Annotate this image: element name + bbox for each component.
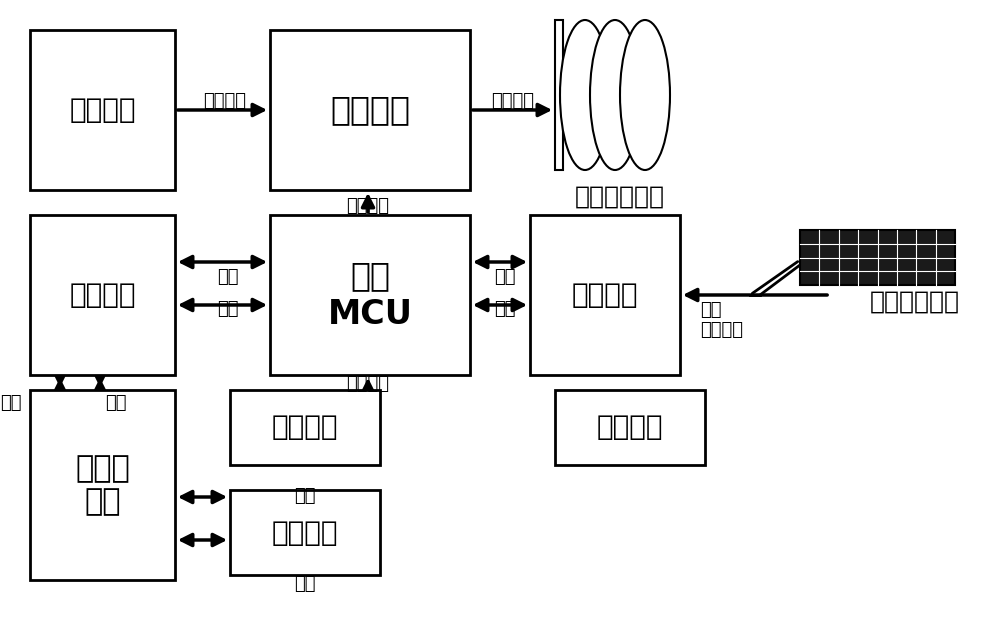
Bar bbox=[555, 20, 563, 170]
Bar bbox=[800, 230, 955, 285]
Text: 指令: 指令 bbox=[294, 487, 316, 505]
Ellipse shape bbox=[620, 20, 670, 170]
Text: 接收模块: 接收模块 bbox=[572, 281, 638, 309]
Text: 系统时钟: 系统时钟 bbox=[347, 375, 390, 393]
Text: 脉冲输出: 脉冲输出 bbox=[492, 92, 534, 110]
Text: 自检电路: 自检电路 bbox=[272, 518, 338, 547]
Bar bbox=[270, 215, 470, 375]
Text: 发射电源: 发射电源 bbox=[69, 96, 136, 124]
Text: 发射指令: 发射指令 bbox=[347, 197, 390, 215]
Bar bbox=[30, 215, 175, 375]
Text: 接收探头采集: 接收探头采集 bbox=[870, 290, 960, 314]
Text: 数据: 数据 bbox=[105, 394, 126, 412]
Text: 指令: 指令 bbox=[217, 268, 239, 286]
Text: 发射线圈发射: 发射线圈发射 bbox=[575, 185, 665, 209]
Bar bbox=[30, 30, 175, 190]
Text: 时钟电路: 时钟电路 bbox=[272, 413, 338, 442]
Bar bbox=[30, 390, 175, 580]
Bar bbox=[530, 215, 680, 375]
Bar bbox=[555, 390, 705, 465]
Bar bbox=[270, 30, 470, 190]
Bar bbox=[230, 390, 380, 465]
Text: 指令: 指令 bbox=[0, 394, 22, 412]
Text: 数据: 数据 bbox=[217, 300, 239, 318]
Text: 数据: 数据 bbox=[294, 575, 316, 593]
Text: 数据: 数据 bbox=[494, 300, 516, 318]
Ellipse shape bbox=[590, 20, 640, 170]
Text: 电源模块: 电源模块 bbox=[597, 413, 663, 442]
Bar bbox=[230, 490, 380, 575]
Text: 通信模块: 通信模块 bbox=[69, 281, 136, 309]
Text: 前置
滤波放大: 前置 滤波放大 bbox=[700, 301, 743, 340]
Ellipse shape bbox=[560, 20, 610, 170]
Text: 指令: 指令 bbox=[494, 268, 516, 286]
Text: 发射模块: 发射模块 bbox=[330, 94, 410, 126]
Text: 主机
MCU: 主机 MCU bbox=[328, 259, 413, 331]
Text: 上位机
系统: 上位机 系统 bbox=[75, 454, 130, 516]
Text: 发射供电: 发射供电 bbox=[204, 92, 246, 110]
